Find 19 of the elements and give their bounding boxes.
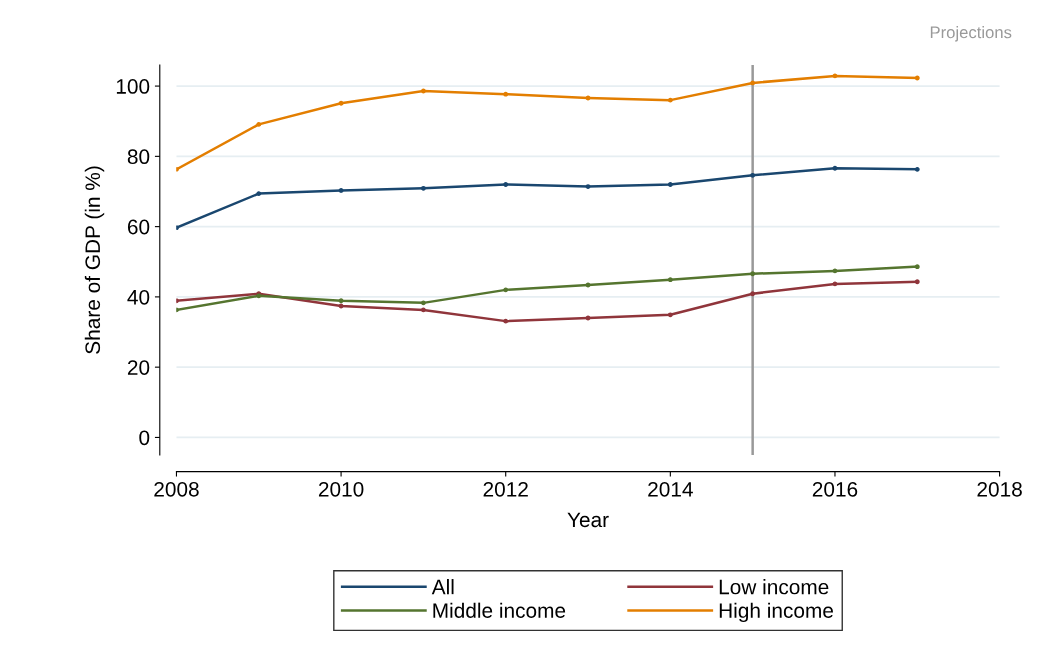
x-tick-label: 2018 [977,481,1022,497]
legend-label: Low income [719,579,829,595]
x-tick-label: 2008 [154,481,199,497]
y-tick-label: 20 [127,360,150,375]
legend-label: Middle income [433,602,566,618]
x-tick-label: 2016 [812,481,858,497]
legend-label: All [431,579,454,595]
y-tick-label: 40 [127,289,150,305]
text: Projections [930,26,1012,42]
y-axis-title: Share of GDP (in %) [84,166,105,354]
y-tick-label: 60 [127,219,150,235]
x-tick-label: 2010 [318,481,364,497]
y-tick-label: 0 [139,430,150,446]
y-tick-label: 80 [127,149,150,165]
x-tick-label: 2012 [483,481,528,497]
x-tick-label: 2014 [648,481,693,497]
legend-label: High income [719,602,833,623]
y-tick-label: 100 [116,79,150,94]
x-axis-title: Year [567,512,609,528]
